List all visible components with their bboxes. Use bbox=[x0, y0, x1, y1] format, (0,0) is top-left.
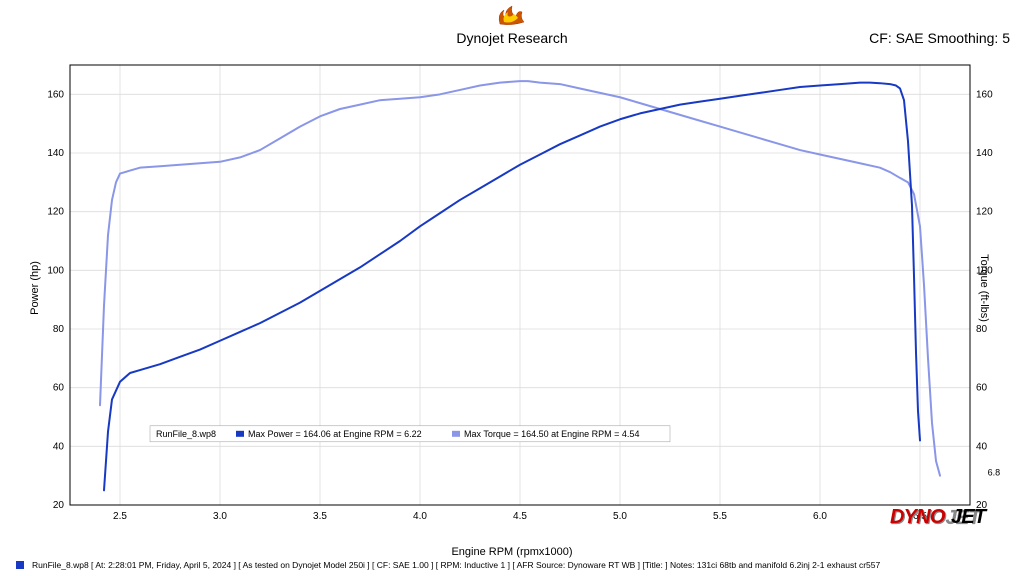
svg-text:5.5: 5.5 bbox=[713, 511, 727, 522]
svg-text:RunFile_8.wp8: RunFile_8.wp8 bbox=[156, 429, 216, 439]
svg-text:5.0: 5.0 bbox=[613, 511, 627, 522]
svg-text:Max Power = 164.06 at Engine R: Max Power = 164.06 at Engine RPM = 6.22 bbox=[248, 429, 422, 439]
svg-text:4.5: 4.5 bbox=[513, 511, 527, 522]
dynojet-watermark: DYNOJET DYNO JET bbox=[890, 505, 1010, 534]
svg-text:140: 140 bbox=[976, 148, 993, 159]
svg-text:4.0: 4.0 bbox=[413, 511, 427, 522]
svg-text:120: 120 bbox=[47, 207, 64, 218]
svg-text:2.5: 2.5 bbox=[113, 511, 127, 522]
svg-text:60: 60 bbox=[53, 383, 65, 394]
svg-text:6.0: 6.0 bbox=[813, 511, 827, 522]
svg-text:120: 120 bbox=[976, 207, 993, 218]
svg-text:80: 80 bbox=[53, 324, 65, 335]
svg-text:60: 60 bbox=[976, 383, 988, 394]
run-footer: RunFile_8.wp8 [ At: 2:28:01 PM, Friday, … bbox=[16, 560, 1014, 570]
svg-text:40: 40 bbox=[976, 441, 988, 452]
svg-text:140: 140 bbox=[47, 148, 64, 159]
dyno-chart: 2.53.03.54.04.55.05.56.06.52020404060608… bbox=[40, 55, 1000, 535]
correction-label: CF: SAE Smoothing: 5 bbox=[869, 30, 1010, 46]
svg-text:160: 160 bbox=[976, 89, 993, 100]
y-axis-right-label: Torque (ft-lbs) bbox=[978, 254, 990, 322]
svg-text:Max Torque = 164.50 at Engine: Max Torque = 164.50 at Engine RPM = 4.54 bbox=[464, 429, 639, 439]
svg-text:6.818: 6.818 bbox=[988, 468, 1000, 478]
svg-text:3.5: 3.5 bbox=[313, 511, 327, 522]
run-footer-text: RunFile_8.wp8 [ At: 2:28:01 PM, Friday, … bbox=[32, 560, 880, 570]
chart-title: Dynojet Research bbox=[456, 30, 567, 46]
svg-text:DYNO: DYNO bbox=[890, 506, 946, 528]
svg-text:3.0: 3.0 bbox=[213, 511, 227, 522]
svg-text:40: 40 bbox=[53, 441, 65, 452]
svg-text:JET: JET bbox=[951, 506, 988, 528]
x-axis-label: Engine RPM (rpmx1000) bbox=[451, 546, 572, 558]
svg-text:100: 100 bbox=[47, 265, 64, 276]
y-axis-left-label: Power (hp) bbox=[29, 261, 41, 315]
brand-flame-logo bbox=[492, 4, 532, 26]
svg-text:160: 160 bbox=[47, 89, 64, 100]
svg-text:80: 80 bbox=[976, 324, 988, 335]
svg-text:20: 20 bbox=[53, 500, 65, 511]
run-color-swatch bbox=[16, 561, 24, 569]
